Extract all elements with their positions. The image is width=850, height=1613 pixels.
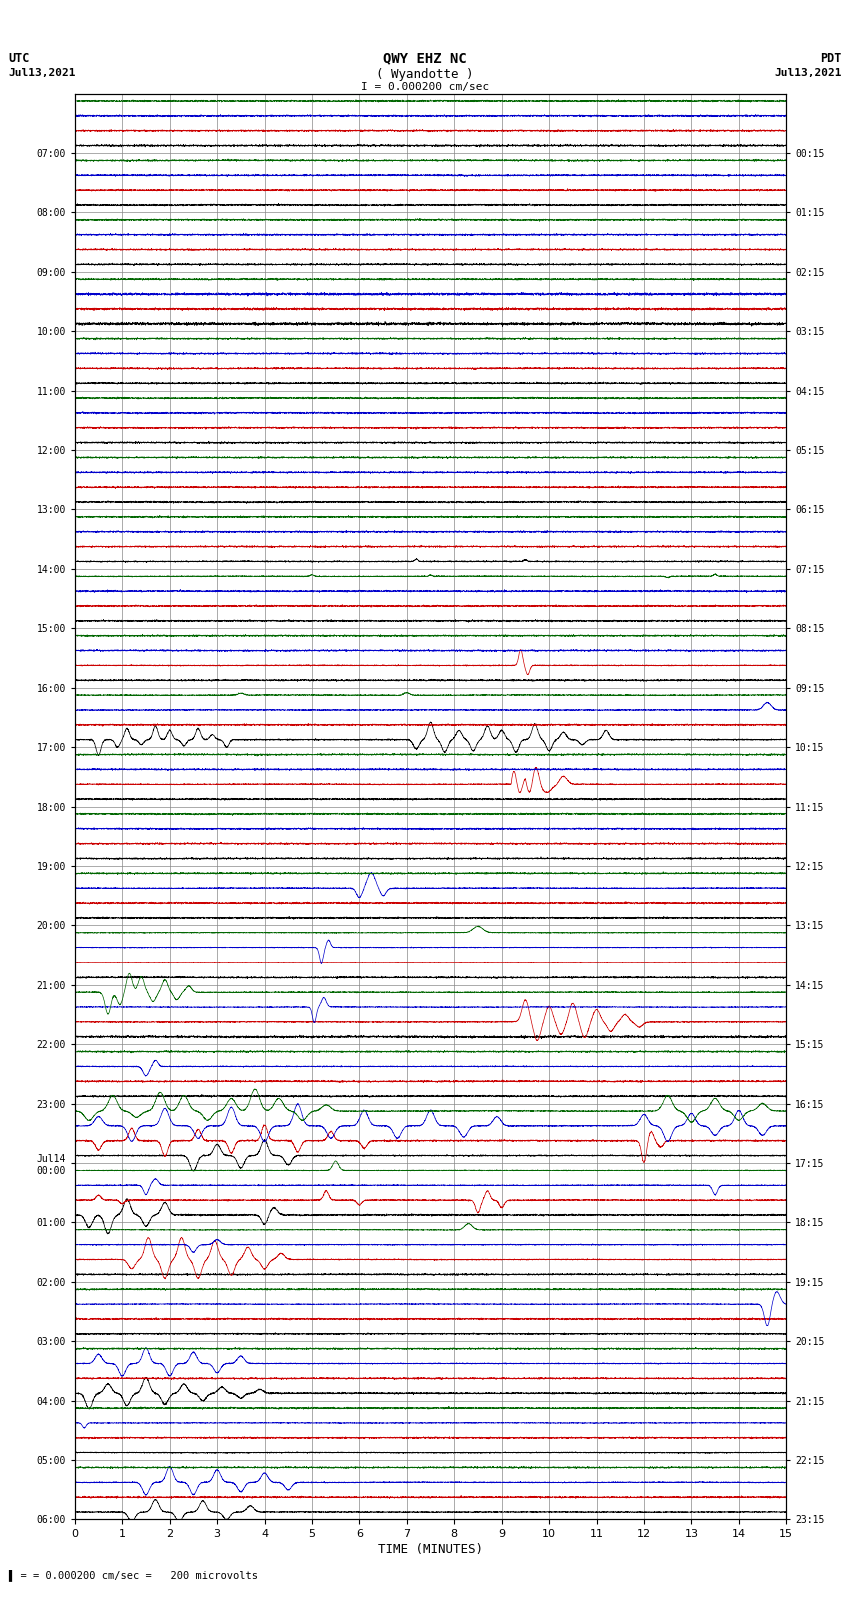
- Text: ▌ = = 0.000200 cm/sec =   200 microvolts: ▌ = = 0.000200 cm/sec = 200 microvolts: [8, 1569, 258, 1581]
- X-axis label: TIME (MINUTES): TIME (MINUTES): [378, 1544, 483, 1557]
- Text: UTC: UTC: [8, 52, 30, 65]
- Text: Jul13,2021: Jul13,2021: [8, 68, 76, 77]
- Text: QWY EHZ NC: QWY EHZ NC: [383, 52, 467, 66]
- Text: Jul13,2021: Jul13,2021: [774, 68, 842, 77]
- Text: ( Wyandotte ): ( Wyandotte ): [377, 68, 473, 81]
- Text: PDT: PDT: [820, 52, 842, 65]
- Text: I = 0.000200 cm/sec: I = 0.000200 cm/sec: [361, 82, 489, 92]
